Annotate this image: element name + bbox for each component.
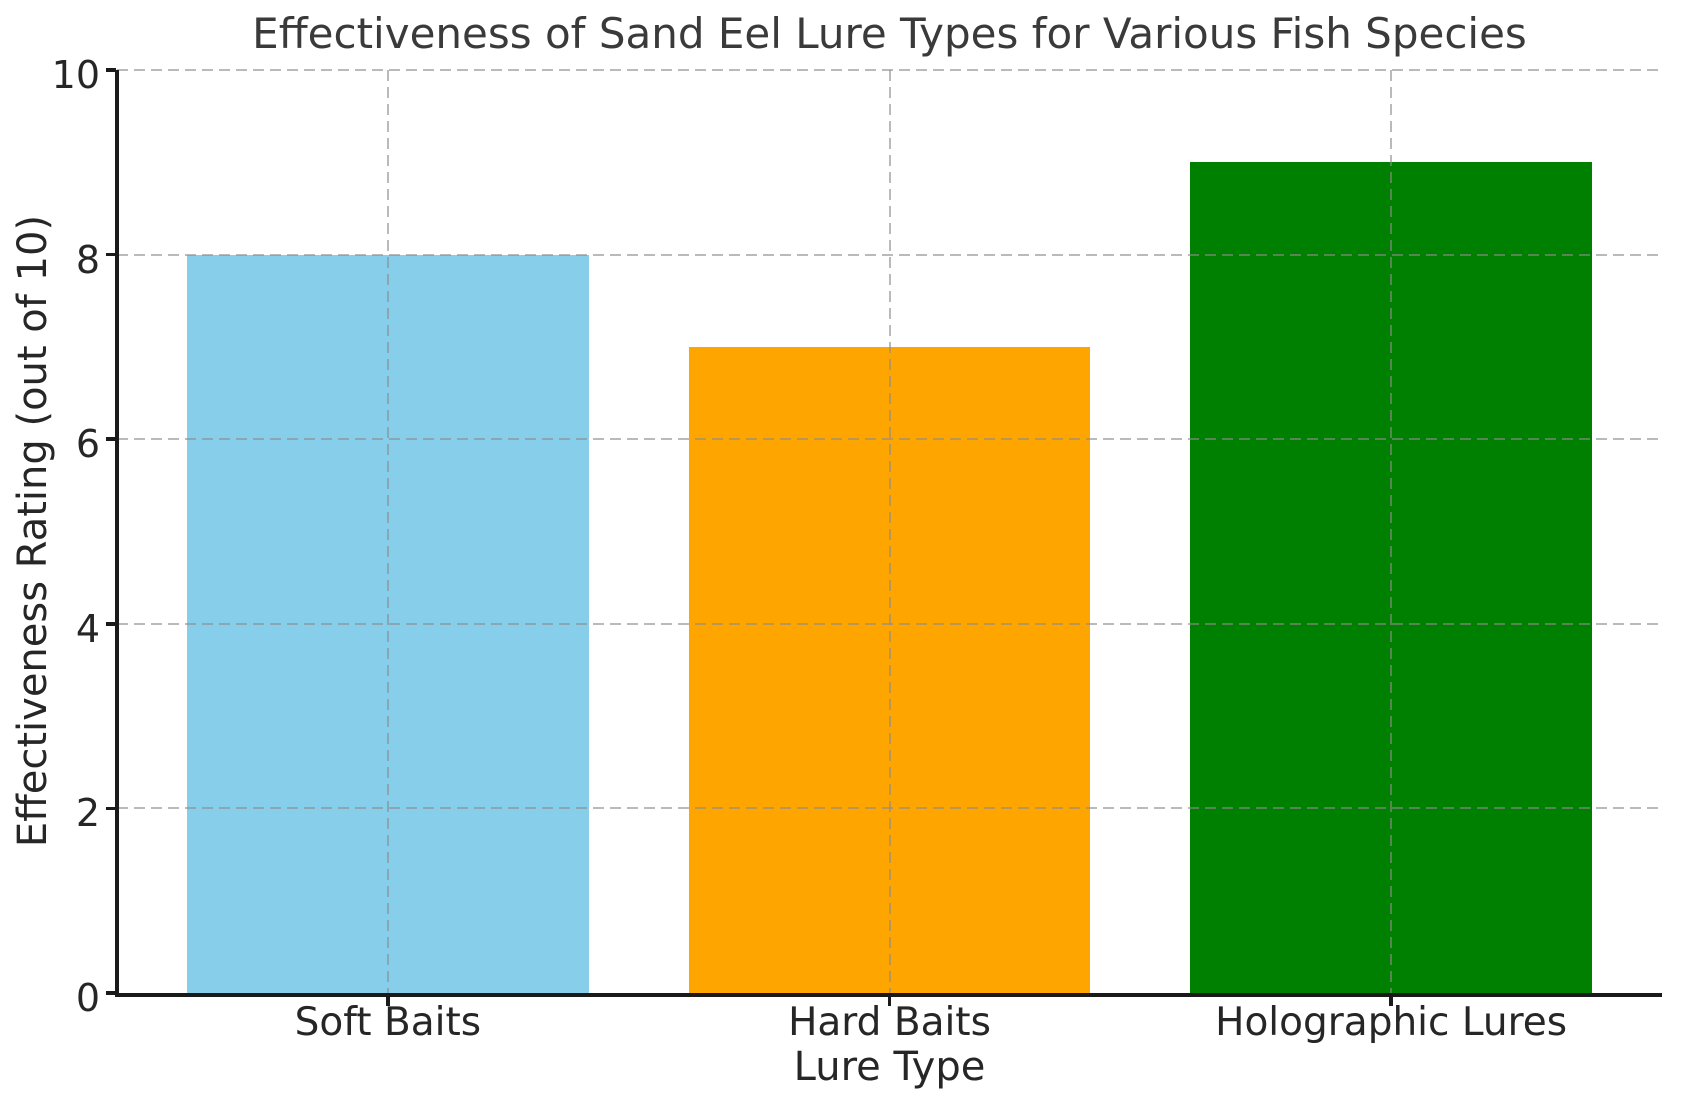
x-tick-holographic-lures [1389,996,1393,1006]
x-axis-spine [115,993,1662,997]
x-tick-label-holographic-lures: Holographic Lures [1215,1000,1568,1045]
gridline-x-soft-baits [386,70,389,993]
x-tick-label-hard-baits: Hard Baits [788,1000,991,1045]
x-tick-soft-baits [386,996,390,1006]
y-tick-label-10: 10 [51,53,100,97]
y-tick-6 [105,437,116,441]
y-tick-0 [105,991,116,995]
gridline-x-holographic-lures [1390,70,1393,993]
y-axis-spine [115,70,119,997]
x-tick-label-soft-baits: Soft Baits [294,1000,482,1045]
chart-title: Effectiveness of Sand Eel Lure Types for… [252,9,1527,58]
x-axis-label: Lure Type [793,1044,986,1090]
y-tick-10 [105,68,116,72]
gridline-x-hard-baits [888,70,891,993]
x-tick-hard-baits [887,996,892,1006]
y-tick-label-2: 2 [75,791,100,836]
y-tick-label-4: 4 [75,606,100,651]
y-tick-4 [105,622,116,626]
y-tick-label-6: 6 [75,422,100,467]
y-tick-2 [105,806,116,811]
y-tick-8 [105,252,116,257]
y-tick-label-0: 0 [75,976,100,1020]
y-tick-label-8: 8 [75,237,100,282]
